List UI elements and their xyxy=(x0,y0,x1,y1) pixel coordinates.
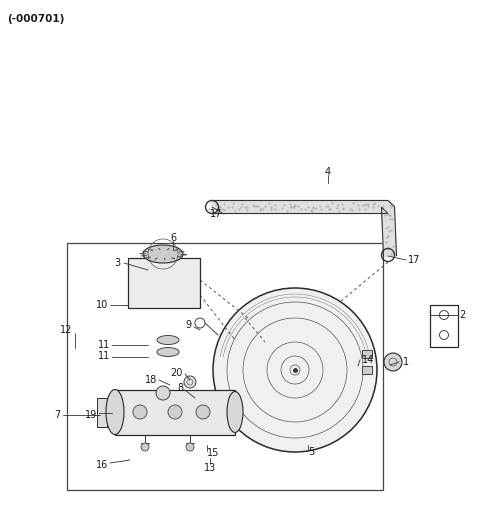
Text: 1: 1 xyxy=(403,357,409,367)
Text: 13: 13 xyxy=(204,463,216,473)
Circle shape xyxy=(184,376,196,388)
Circle shape xyxy=(133,405,147,419)
Text: 8: 8 xyxy=(177,383,183,393)
Circle shape xyxy=(156,386,170,400)
Text: 20: 20 xyxy=(170,368,183,378)
Bar xyxy=(430,305,458,347)
Text: 14: 14 xyxy=(362,355,374,365)
Circle shape xyxy=(384,353,402,371)
Ellipse shape xyxy=(143,245,183,263)
Bar xyxy=(362,366,372,374)
Circle shape xyxy=(196,405,210,419)
Ellipse shape xyxy=(106,389,124,434)
Text: 12: 12 xyxy=(60,325,72,335)
Text: 17: 17 xyxy=(210,209,222,219)
Bar xyxy=(67,243,383,490)
Text: 4: 4 xyxy=(325,167,331,177)
Circle shape xyxy=(141,443,149,451)
Text: 17: 17 xyxy=(408,255,420,265)
Ellipse shape xyxy=(157,335,179,344)
Polygon shape xyxy=(212,200,396,256)
Text: 11: 11 xyxy=(98,340,110,350)
Bar xyxy=(115,390,235,435)
Text: 5: 5 xyxy=(308,447,314,457)
Text: 6: 6 xyxy=(170,233,176,243)
Text: 15: 15 xyxy=(207,448,219,458)
Text: 7: 7 xyxy=(54,410,60,420)
Text: 16: 16 xyxy=(96,460,108,470)
Circle shape xyxy=(186,443,194,451)
Text: 10: 10 xyxy=(96,300,108,310)
Text: (-000701): (-000701) xyxy=(7,14,64,24)
Text: 9: 9 xyxy=(186,320,192,330)
Ellipse shape xyxy=(157,348,179,357)
Bar xyxy=(97,398,107,427)
Text: 2: 2 xyxy=(459,310,465,320)
Bar xyxy=(362,350,372,358)
Text: 18: 18 xyxy=(145,375,157,385)
Text: 3: 3 xyxy=(114,258,120,268)
Circle shape xyxy=(213,288,377,452)
Ellipse shape xyxy=(227,391,243,433)
Bar xyxy=(128,258,200,308)
Text: 11: 11 xyxy=(98,351,110,361)
Circle shape xyxy=(168,405,182,419)
Text: 19: 19 xyxy=(85,410,97,420)
